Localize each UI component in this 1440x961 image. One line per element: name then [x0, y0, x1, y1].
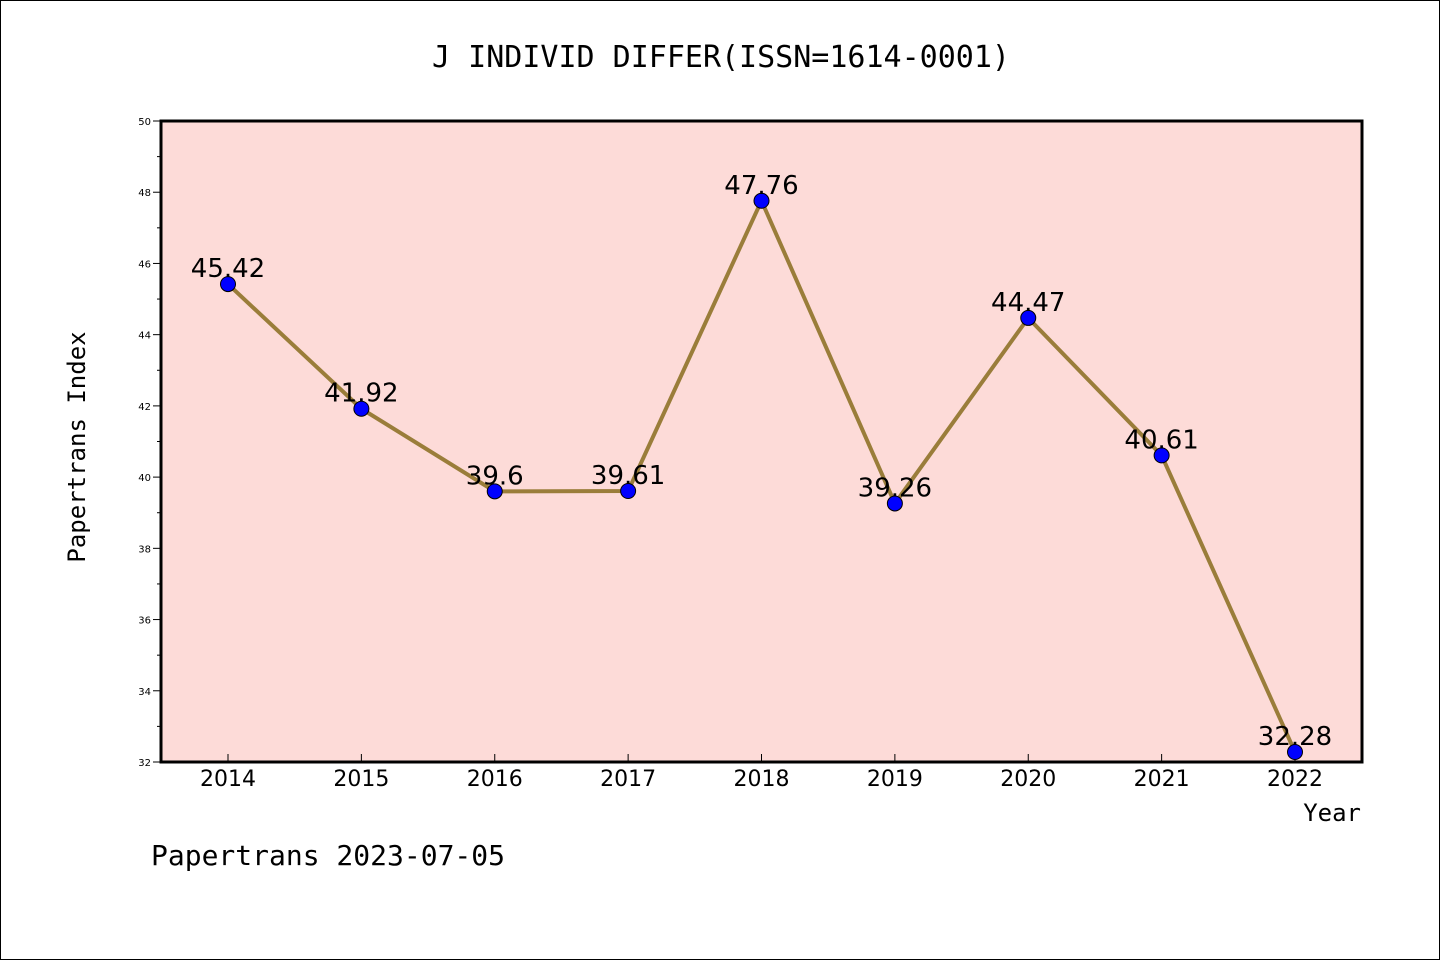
data-label: 47.76: [724, 171, 798, 201]
data-point: [1020, 309, 1037, 326]
y-tick-label: 36: [138, 616, 151, 627]
y-tick-label: 42: [138, 402, 151, 413]
y-tick-label: 40: [138, 473, 151, 484]
data-label: 32.28: [1258, 722, 1332, 752]
data-point: [620, 482, 637, 499]
data-point: [1153, 447, 1170, 464]
data-point: [886, 495, 903, 512]
data-label: 40.61: [1124, 425, 1198, 455]
plot-area: [161, 121, 1362, 762]
y-tick-label: 38: [138, 544, 151, 555]
data-label: 41.92: [324, 379, 398, 409]
x-tick-label: 2017: [600, 767, 656, 792]
data-label: 44.47: [991, 288, 1065, 318]
data-point: [486, 483, 503, 500]
x-tick-label: 2018: [734, 767, 790, 792]
data-label: 39.6: [466, 461, 524, 491]
y-tick-label: 50: [138, 117, 151, 128]
y-tick-label: 44: [138, 331, 151, 342]
x-tick-label: 2019: [867, 767, 923, 792]
data-point: [1287, 744, 1303, 761]
x-tick-label: 2021: [1134, 767, 1190, 792]
x-tick-label: 2014: [200, 767, 256, 792]
x-tick-label: 2015: [333, 767, 389, 792]
y-tick-label: 46: [138, 259, 151, 270]
x-tick-label: 2020: [1000, 767, 1056, 792]
plot-border: [159, 119, 1364, 764]
y-tick-label: 34: [138, 687, 151, 698]
y-axis: 32 34 36 38 40 42 44 46 48 50: [138, 117, 161, 769]
data-label: 39.61: [591, 461, 665, 491]
chart-title: J INDIVID DIFFER(ISSN=1614-0001): [432, 40, 1010, 75]
data-label: 39.26: [858, 473, 932, 503]
x-tick-label: 2016: [467, 767, 523, 792]
y-axis-title: Papertrans Index: [63, 331, 91, 562]
data-point: [353, 400, 370, 417]
data-label: 45.42: [191, 254, 265, 284]
x-axis-title: Year: [1303, 799, 1361, 827]
y-tick-label: 48: [138, 188, 151, 199]
footer-text: Papertrans 2023-07-05: [151, 839, 505, 872]
x-axis: 2014 2015 2016 2017 2018 2019 2020 2021 2022: [200, 754, 1323, 792]
y-tick-label: 32: [138, 758, 151, 769]
series-group: 45.42 41.92 39.6 39.61 47.76 39.26 44.47 40.61 3…: [191, 171, 1332, 761]
data-point: [753, 192, 770, 209]
x-tick-label: 2022: [1267, 767, 1323, 792]
data-point: [220, 276, 236, 293]
